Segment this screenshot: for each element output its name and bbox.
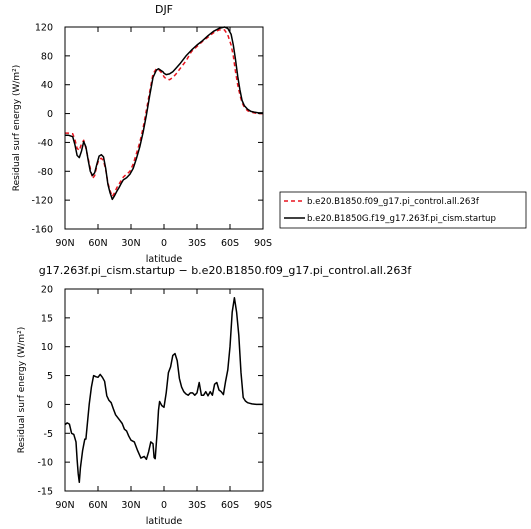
top-chart-x-tick-label: 60N: [88, 238, 107, 249]
bottom-chart-y-tick-label: 10: [41, 342, 53, 353]
bottom-chart-frame: [64, 288, 264, 492]
bottom-chart-x-tick-label: 60N: [88, 500, 107, 511]
top-chart-x-tick-label: 90S: [254, 238, 272, 249]
top-chart-x-tick-label: 90N: [55, 238, 74, 249]
bottom-chart-y-tick-label: -10: [37, 458, 53, 469]
top-chart-x-tick-label: 30N: [121, 238, 140, 249]
top-chart-y-axis-label: Residual surf energy (W/m²): [12, 65, 22, 192]
top-chart-y-tick-label: -80: [37, 167, 53, 178]
bottom-chart-title: g17.263f.pi_cism.startup − b.e20.B1850.f…: [39, 264, 413, 277]
top-chart-x-tick-label: 60S: [221, 238, 239, 249]
bottom-chart-y-axis-label: Residual surf energy (W/m²): [17, 327, 27, 454]
bottom-chart-x-tick-label: 30S: [188, 500, 206, 511]
bottom-chart-y-tick-label: 0: [47, 400, 53, 411]
bottom-chart-y-tick-label: 5: [47, 371, 53, 382]
top-chart-x-ticks: 90N 60N 30N 0 30S 60S 90S: [55, 27, 272, 249]
top-chart-y-tick-label: 0: [47, 109, 53, 120]
bottom-chart-x-tick-label: 90S: [254, 500, 272, 511]
top-chart-x-tick-label: 0: [161, 238, 167, 249]
top-chart-plot-area: [65, 26, 263, 201]
top-chart: DJF 90N 60N 30N 0 30S 60S 90S -160 -120 -80 -40 0 4…: [12, 3, 527, 265]
top-chart-y-tick-label: -160: [31, 225, 53, 236]
top-chart-x-axis-label: latitude: [146, 254, 183, 265]
top-chart-x-tick-label: 30S: [188, 238, 206, 249]
bottom-chart-y-tick-label: -5: [44, 429, 53, 440]
top-chart-y-tick-label: 80: [41, 51, 53, 62]
top-chart-y-tick-label: -40: [37, 138, 53, 149]
bottom-chart: g17.263f.pi_cism.startup − b.e20.B1850.f…: [17, 264, 412, 527]
top-chart-series-line-2: [65, 26, 263, 201]
top-chart-y-tick-label: 40: [41, 80, 53, 91]
bottom-chart-x-ticks: 90N 60N 30N 0 30S 60S 90S: [55, 289, 272, 511]
bottom-chart-plot-area: [64, 296, 263, 484]
legend: b.e20.B1850.f09_g17.pi_control.all.263f …: [279, 191, 527, 229]
bottom-chart-y-tick-label: -15: [37, 487, 53, 498]
legend-box: [279, 191, 527, 229]
bottom-chart-y-tick-label: 20: [41, 285, 53, 296]
legend-label-cism: b.e20.B1850G.f19_g17.263f.pi_cism.startu…: [307, 214, 496, 224]
bottom-chart-y-ticks: -15 -10 -5 0 5 10 15 20: [37, 285, 263, 498]
legend-label-control: b.e20.B1850.f09_g17.pi_control.all.263f: [307, 197, 480, 207]
bottom-chart-y-tick-label: 15: [41, 313, 53, 324]
bottom-chart-x-tick-label: 0: [161, 500, 167, 511]
top-chart-y-tick-label: 120: [35, 23, 53, 34]
top-chart-y-ticks: -160 -120 -80 -40 0 40 80 120: [31, 23, 263, 236]
top-chart-title: DJF: [155, 3, 173, 16]
top-chart-y-tick-label: -120: [31, 196, 53, 207]
bottom-chart-x-axis-label: latitude: [146, 516, 183, 527]
bottom-chart-x-tick-label: 90N: [55, 500, 74, 511]
bottom-chart-x-tick-label: 30N: [121, 500, 140, 511]
bottom-chart-series-line-1: [64, 296, 263, 484]
bottom-chart-x-tick-label: 60S: [221, 500, 239, 511]
